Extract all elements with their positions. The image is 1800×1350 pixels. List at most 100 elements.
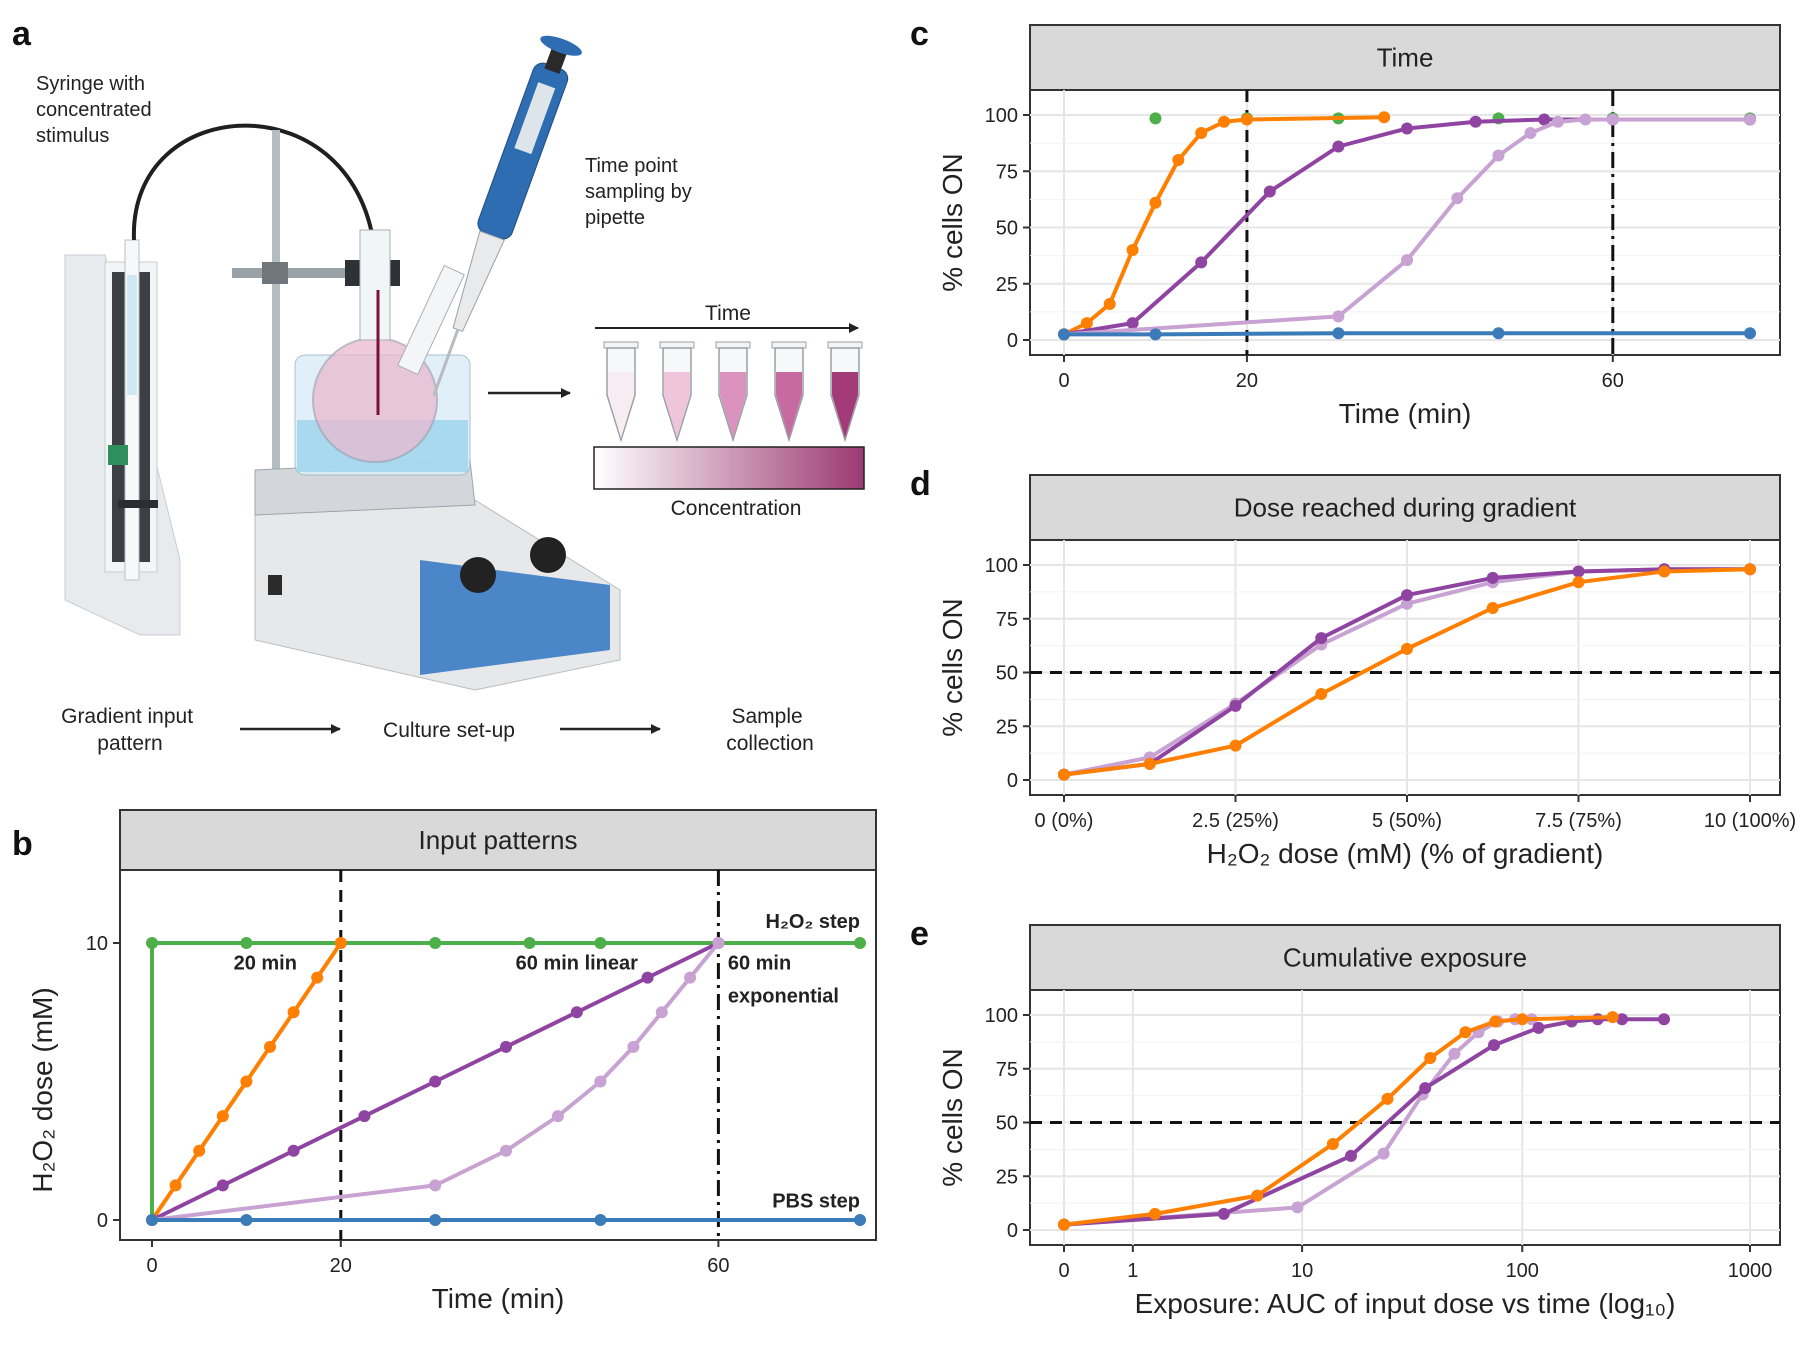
series-60-min-exponential [1058, 113, 1756, 341]
series-line [1063, 1015, 1613, 1227]
concentration-label: Concentration [671, 497, 802, 520]
data-point [240, 1075, 253, 1088]
y-tick-label: 0 [1007, 330, 1018, 352]
panel-label-a: a [12, 15, 32, 53]
data-point [1195, 256, 1208, 269]
plot-area [1029, 989, 1781, 1246]
data-point [1572, 576, 1585, 589]
y-tick-label: 0 [1007, 770, 1018, 792]
x-tick-label: 20 [330, 1255, 352, 1277]
panel-label-e: e [910, 915, 929, 953]
series-20-min [1058, 563, 1756, 781]
sample-tubes [603, 341, 863, 443]
data-point [287, 1144, 300, 1157]
data-point [429, 1214, 442, 1226]
data-point [287, 1006, 300, 1019]
data-point [1492, 149, 1505, 162]
x-axis-label: Time (min) [432, 1283, 565, 1314]
x-axis-label: Time (min) [1339, 398, 1472, 429]
data-point [1251, 1189, 1264, 1202]
data-point [627, 1040, 640, 1053]
y-tick-label: 25 [996, 1166, 1018, 1188]
data-point [1058, 1218, 1070, 1231]
facet-strip [1029, 474, 1781, 541]
data-point [1217, 1207, 1230, 1220]
data-point [1401, 122, 1413, 135]
data-point [1616, 1013, 1629, 1026]
data-point [1489, 1015, 1502, 1028]
y-tick-label: 0 [97, 1210, 108, 1232]
x-tick-label: 7.5 (75%) [1535, 810, 1622, 832]
x-tick-label: 20 [1236, 370, 1258, 392]
chart-time: Time 0 25 50 75 100 0 20 60 Time (min) % cells ON [937, 24, 1781, 429]
data-point [1486, 602, 1499, 614]
data-point [1401, 589, 1413, 602]
y-tick-label: 75 [996, 161, 1018, 183]
data-point [169, 1179, 182, 1192]
data-point [358, 1110, 371, 1123]
chart-title: Dose reached during gradient [1234, 493, 1577, 523]
x-tick-label: 0 [146, 1255, 157, 1277]
data-point [1486, 571, 1499, 584]
data-point [1229, 739, 1242, 752]
data-point [854, 1214, 866, 1226]
data-point [1080, 317, 1093, 330]
sample-tube [771, 341, 807, 443]
y-tick-label: 50 [996, 1113, 1018, 1135]
series-line [150, 941, 860, 1220]
data-point [1377, 1147, 1390, 1160]
panel-label-d: d [910, 465, 931, 503]
y-tick-label: 75 [996, 1059, 1018, 1081]
series-20-min [1058, 111, 1391, 341]
data-point [1448, 1047, 1461, 1060]
y-tick-label: 100 [985, 1005, 1018, 1027]
data-point [523, 937, 536, 949]
data-point [1291, 1201, 1304, 1214]
flow-step-gradient-input: Gradient input pattern [61, 705, 199, 755]
chart-dose-reached: Dose reached during gradient 0 25 50 75 100 0 … [937, 474, 1796, 869]
data-point [264, 1040, 276, 1053]
data-point [1744, 113, 1756, 126]
data-point [1579, 113, 1592, 126]
x-tick-label: 1 [1127, 1260, 1138, 1282]
x-tick-label: 0 [1058, 370, 1069, 392]
data-point [1195, 127, 1208, 139]
data-point [1148, 1207, 1161, 1220]
data-point [1606, 113, 1619, 126]
experimental-setup-schematic: Syringe with concentrated stimulus Time … [36, 35, 865, 755]
syringe-label: Syringe with concentrated stimulus [36, 73, 157, 147]
flow-step-sample-collection: Sample collection [726, 705, 814, 755]
data-point [1149, 328, 1162, 341]
data-point [1492, 327, 1505, 340]
data-point [594, 1214, 607, 1226]
data-point [429, 937, 442, 949]
syringe-pump-illustration [64, 239, 181, 636]
flow-step-culture-setup: Culture set-up [383, 719, 515, 742]
annotation-label: H₂O₂ step [766, 911, 860, 933]
panel-label-c: c [910, 15, 929, 53]
sample-tube [827, 341, 863, 443]
facet-strip [119, 809, 877, 871]
data-point [1401, 254, 1413, 267]
data-point [1143, 757, 1156, 770]
y-axis-label: % cells ON [937, 598, 968, 736]
y-tick-label: 10 [86, 933, 108, 955]
data-point [1488, 1039, 1501, 1052]
data-point [1126, 244, 1139, 256]
data-point [1315, 632, 1328, 645]
concentration-gradient-bar [593, 446, 865, 490]
data-point [1218, 115, 1231, 128]
y-axis-label: % cells ON [937, 153, 968, 291]
pipette-label: Time point sampling by pipette [585, 155, 697, 229]
x-tick-label: 10 (100%) [1704, 810, 1796, 832]
data-point [712, 937, 725, 949]
data-point [1419, 1082, 1432, 1095]
data-point [1378, 111, 1391, 124]
y-tick-label: 50 [996, 218, 1018, 240]
data-point [334, 937, 347, 949]
y-tick-label: 100 [985, 555, 1018, 577]
data-point [1744, 563, 1756, 576]
data-point [1103, 298, 1116, 310]
data-point [216, 1179, 229, 1192]
x-tick-label: 100 [1506, 1260, 1539, 1282]
